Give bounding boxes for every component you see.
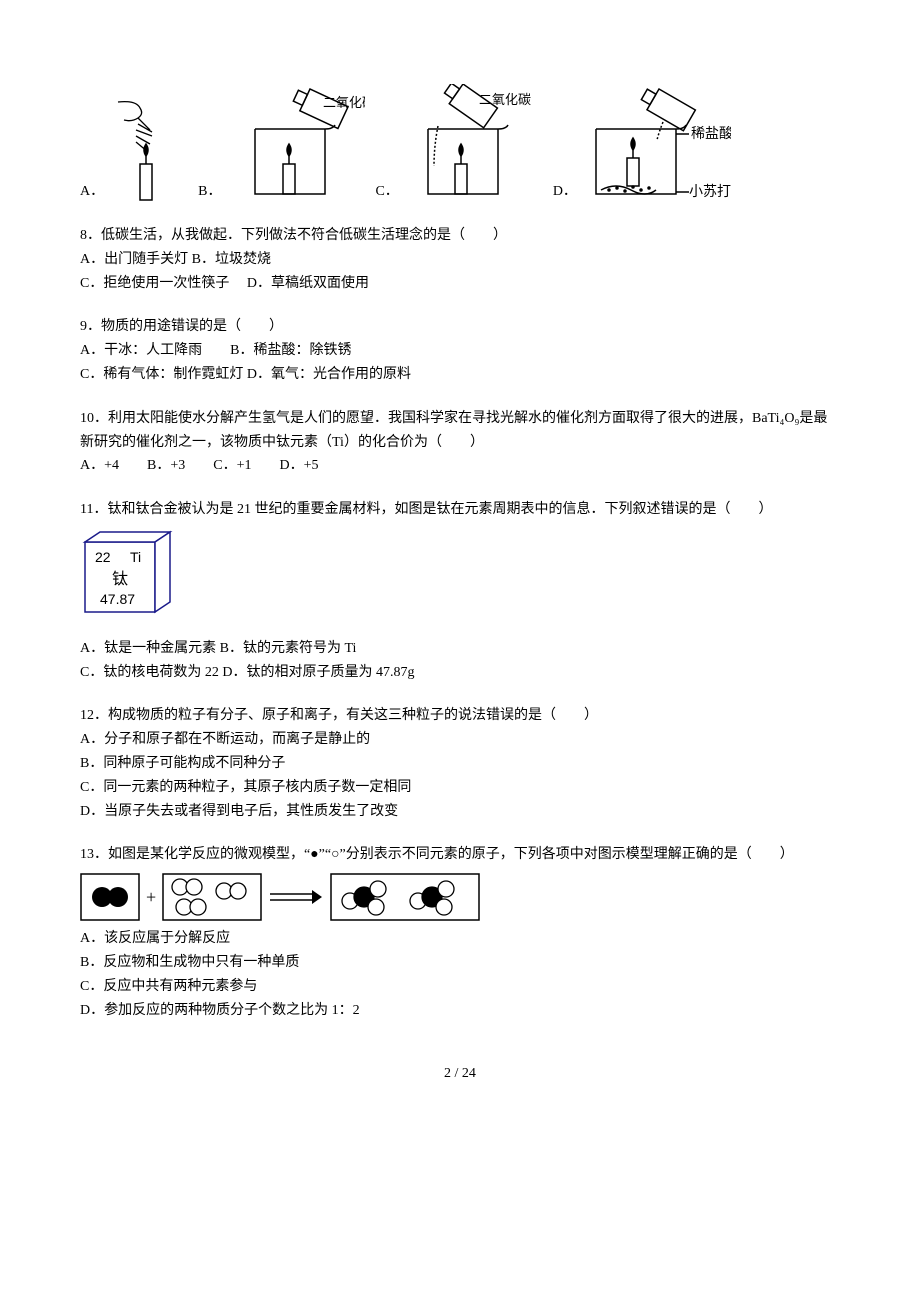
element-number: 22 [95,549,111,565]
q11-opts-line2: C．钛的核电荷数为 22 D．钛的相对原子质量为 47.87g [80,661,840,685]
q9-opts-line1: A．干冰：人工降雨 B．稀盐酸：除铁锈 [80,339,840,363]
hcl-label: 稀盐酸 [691,126,731,142]
nahco3-label: 小苏打 [689,183,731,200]
question-10: 10．利用太阳能使水分解产生氢气是人们的愿望．我国科学家在寻找光解水的催化剂方面… [80,407,840,478]
ti-element-icon: 22 Ti 钛 47.87 [80,530,190,620]
q9-stem: 9．物质的用途错误的是（ ） [80,315,840,339]
q7-option-a: A． [80,94,188,204]
q12-opt-a: A．分子和原子都在不断运动，而离子是静止的 [80,728,840,752]
q7-option-b: B． 二氧化碳 [198,84,365,204]
q7-label-c: C． [375,180,398,204]
question-9: 9．物质的用途错误的是（ ） A．干冰：人工降雨 B．稀盐酸：除铁锈 C．稀有气… [80,315,840,386]
pour-co2-side-icon: 二氧化碳 [403,84,543,204]
question-11: 11．钛和钛合金被认为是 21 世纪的重要金属材料，如图是钛在元素周期表中的信息… [80,498,840,684]
q7-label-a: A． [80,180,104,204]
reactant-1-box [80,873,140,921]
periodic-element-box: 22 Ti 钛 47.87 [80,530,840,629]
hcl-nahco3-icon: 稀盐酸 小苏打 [581,84,731,204]
q12-opt-b: B．同种原子可能构成不同种分子 [80,752,840,776]
q11-stem: 11．钛和钛合金被认为是 21 世纪的重要金属材料，如图是钛在元素周期表中的信息… [80,498,840,522]
q8-opts-line2: C．拒绝使用一次性筷子 D．草稿纸双面使用 [80,272,840,296]
co2-label-b: 二氧化碳 [323,95,365,110]
question-8: 8．低碳生活，从我做起．下列做法不符合低碳生活理念的是（ ） A．出门随手关灯 … [80,224,840,295]
q12-opt-c: C．同一元素的两种粒子，其原子核内质子数一定相同 [80,776,840,800]
q12-opt-d: D．当原子失去或者得到电子后，其性质发生了改变 [80,800,840,824]
element-name: 钛 [112,570,128,588]
q13-opt-b: B．反应物和生成物中只有一种单质 [80,951,840,975]
q11-opts-line1: A．钛是一种金属元素 B．钛的元素符号为 Ti [80,637,840,661]
q8-stem: 8．低碳生活，从我做起．下列做法不符合低碳生活理念的是（ ） [80,224,840,248]
q13-opt-c: C．反应中共有两种元素参与 [80,975,840,999]
q7-label-d: D． [553,180,577,204]
q7-label-b: B． [198,180,221,204]
q7-options-row: A． B． [80,84,840,204]
q13-opt-d: D．参加反应的两种物质分子个数之比为 1：2 [80,999,840,1023]
reactant-2-box [162,873,262,921]
reaction-arrow-icon [268,887,324,907]
co2-label-c: 二氧化碳 [479,92,531,107]
pour-co2-beaker-icon: 二氧化碳 [225,84,365,204]
q7-option-c: C． 二氧化碳 [375,84,542,204]
q10-stem: 10．利用太阳能使水分解产生氢气是人们的愿望．我国科学家在寻找光解水的催化剂方面… [80,407,840,455]
q10-opts: A．+4 B．+3 C．+1 D．+5 [80,454,840,478]
question-12: 12．构成物质的粒子有分子、原子和离子，有关这三种粒子的说法错误的是（ ） A．… [80,704,840,823]
q9-opts-line2: C．稀有气体：制作霓虹灯 D．氧气：光合作用的原料 [80,363,840,387]
element-symbol: Ti [130,549,141,565]
product-box [330,873,480,921]
page-footer: 2 / 24 [80,1062,840,1086]
plus-sign: + [146,882,156,913]
question-13: 13．如图是某化学反应的微观模型，“●”“○”分别表示不同元素的原子，下列各项中… [80,843,840,1022]
q13-opt-a: A．该反应属于分解反应 [80,927,840,951]
blow-candle-icon [108,94,188,204]
element-mass: 47.87 [100,591,135,607]
q8-opts-line1: A．出门随手关灯 B．垃圾焚烧 [80,248,840,272]
q7-option-d: D． [553,84,731,204]
q13-stem: 13．如图是某化学反应的微观模型，“●”“○”分别表示不同元素的原子，下列各项中… [80,843,840,867]
reaction-diagram: + [80,873,840,921]
q12-stem: 12．构成物质的粒子有分子、原子和离子，有关这三种粒子的说法错误的是（ ） [80,704,840,728]
question-7-figures: A． B． [80,84,840,204]
